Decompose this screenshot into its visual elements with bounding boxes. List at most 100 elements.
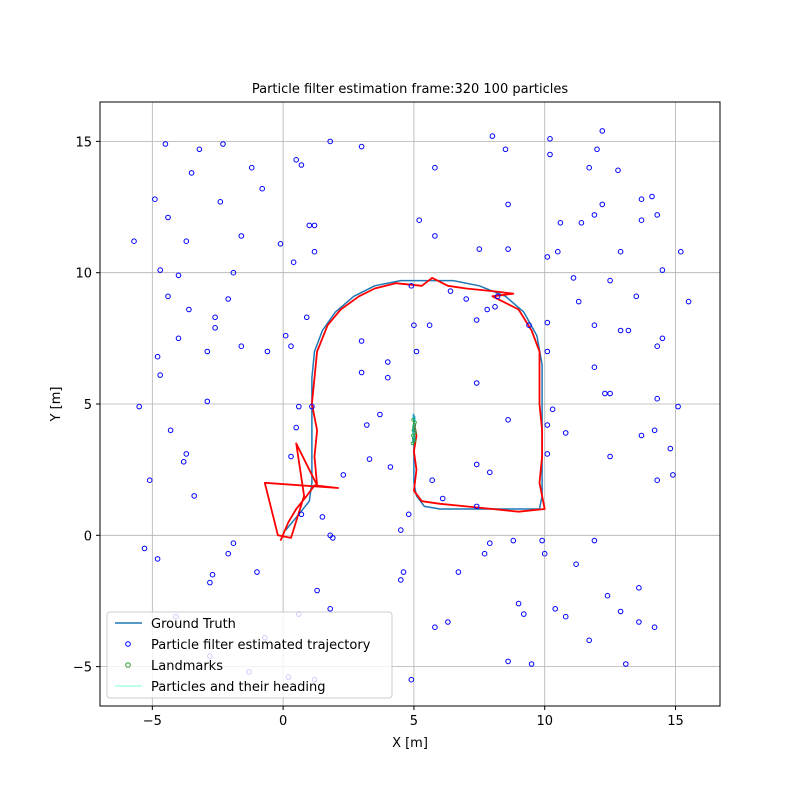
y-axis-label: Y [m]: [49, 387, 64, 423]
landmark-point: [146, 477, 153, 484]
landmark-point: [675, 403, 681, 410]
x-tick-label: −5: [143, 714, 162, 729]
landmark-point: [358, 338, 365, 344]
landmark-point: [528, 661, 535, 667]
landmark-point: [633, 293, 640, 300]
landmark-point: [575, 298, 582, 305]
landmark-point: [678, 248, 684, 255]
landmark-point: [314, 587, 320, 594]
landmark-point: [492, 304, 498, 310]
landmark-point: [476, 246, 483, 252]
landmark-point: [555, 248, 561, 255]
landmarks-series: [131, 128, 692, 683]
landmark-point: [131, 238, 137, 244]
landmark-point: [254, 569, 260, 575]
landmark-point: [685, 298, 692, 305]
landmark-point: [541, 550, 548, 557]
landmark-point: [625, 327, 632, 334]
landmark-point: [225, 550, 231, 557]
landmark-point: [340, 472, 347, 478]
landmark-point: [398, 577, 404, 583]
landmark-point: [162, 141, 169, 147]
landmark-point: [408, 676, 415, 683]
landmark-point: [557, 220, 564, 226]
landmark-point: [578, 220, 585, 226]
landmark-point: [599, 201, 606, 208]
landmark-point: [303, 314, 310, 321]
landmark-point: [505, 658, 511, 665]
landmark-point: [426, 322, 433, 329]
x-tick-label: 0: [279, 714, 287, 729]
landmark-point: [432, 624, 438, 631]
x-tick-label: 10: [536, 714, 553, 729]
landmark-point: [311, 248, 318, 255]
landmark-point: [539, 537, 545, 544]
landmark-point: [327, 606, 334, 612]
landmark-point: [282, 332, 289, 339]
landmark-point: [330, 535, 336, 541]
landmark-point: [220, 141, 226, 147]
landmark-point: [212, 325, 218, 331]
landmark-point: [623, 661, 629, 667]
landmark-point: [238, 343, 245, 350]
particle-point: [413, 431, 418, 435]
landmark-point: [586, 164, 593, 171]
landmark-point: [544, 254, 551, 260]
landmark-point: [638, 217, 645, 223]
landmark-point: [447, 288, 454, 294]
landmark-point: [638, 196, 645, 202]
landmark-point: [487, 469, 493, 476]
landmark-point: [405, 511, 412, 518]
landmark-point: [481, 550, 488, 557]
landmark-point: [141, 545, 148, 552]
landmark-point: [288, 453, 294, 460]
landmark-point: [484, 306, 491, 313]
landmark-point: [659, 335, 666, 342]
landmark-point: [521, 611, 527, 617]
y-tick-label: −5: [73, 661, 92, 676]
landmark-point: [667, 445, 674, 452]
landmark-point: [617, 327, 624, 334]
legend-box: [106, 611, 393, 699]
landmark-point: [413, 348, 420, 355]
landmark-point: [617, 248, 624, 255]
landmark-point: [319, 514, 326, 520]
landmark-point: [586, 637, 593, 644]
landmark-point: [327, 138, 334, 145]
legend-swatch-estimated-trajectory: [125, 641, 131, 647]
landmark-point: [311, 222, 318, 229]
landmark-point: [573, 561, 579, 568]
landmark-point: [455, 569, 462, 575]
x-axis-ticks: −5 0 5 10 15: [143, 706, 684, 729]
landmark-point: [306, 222, 313, 229]
y-tick-label: 10: [75, 267, 92, 282]
legend-label-particles-heading: Particles and their heading: [151, 680, 326, 695]
estimated-trajectory-series: [263, 276, 546, 541]
landmark-point: [505, 201, 511, 208]
landmark-point: [515, 600, 522, 607]
particles-series: [410, 413, 418, 446]
landmark-point: [638, 432, 645, 439]
landmark-point: [204, 348, 211, 355]
landmark-point: [183, 238, 190, 244]
landmark-point: [604, 592, 611, 599]
landmark-point: [654, 477, 661, 484]
particle-point: [412, 438, 417, 443]
landmark-point: [358, 143, 365, 150]
landmark-point: [607, 277, 613, 284]
landmark-point: [432, 164, 438, 171]
landmark-point: [154, 353, 161, 360]
estimated-trajectory-line: [263, 276, 546, 541]
landmark-point: [591, 322, 598, 329]
landmark-point: [167, 427, 174, 434]
landmark-point: [439, 495, 446, 502]
landmark-point: [175, 272, 182, 279]
landmark-point: [651, 624, 658, 631]
landmark-point: [400, 569, 407, 575]
landmark-point: [136, 403, 142, 410]
landmark-point: [212, 314, 218, 321]
landmark-point: [502, 146, 509, 153]
x-tick-label: 15: [667, 714, 684, 729]
landmark-point: [398, 527, 404, 533]
chart-title: Particle filter estimation frame:320 100…: [252, 82, 569, 97]
